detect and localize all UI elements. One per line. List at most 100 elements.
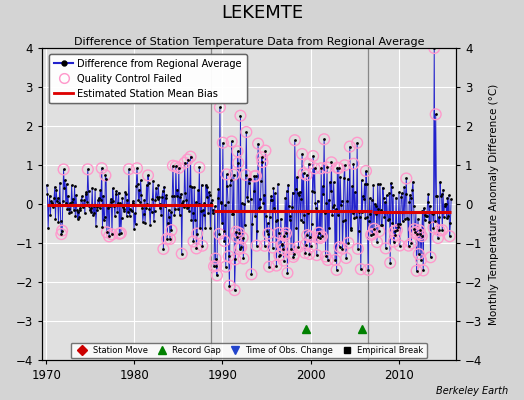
Point — [409, 179, 417, 185]
Point — [438, 227, 446, 233]
Point — [123, 213, 131, 220]
Point — [394, 221, 402, 227]
Point — [124, 208, 133, 215]
Point — [277, 216, 285, 222]
Point — [416, 227, 424, 234]
Point — [273, 217, 281, 224]
Point — [209, 210, 217, 216]
Point — [221, 202, 229, 208]
Point — [110, 202, 118, 209]
Point — [108, 231, 116, 238]
Point — [81, 210, 89, 216]
Point — [343, 176, 352, 182]
Point — [53, 198, 61, 204]
Point — [264, 230, 272, 237]
Point — [48, 200, 56, 206]
Point — [381, 245, 390, 252]
Point — [205, 191, 214, 198]
Point — [187, 217, 195, 223]
Point — [66, 210, 74, 216]
Point — [187, 154, 195, 160]
Point — [405, 242, 413, 249]
Point — [146, 222, 155, 228]
Point — [228, 211, 236, 217]
Point — [205, 189, 213, 195]
Point — [101, 172, 110, 178]
Point — [410, 226, 419, 232]
Point — [191, 199, 200, 206]
Point — [167, 227, 176, 233]
Point — [343, 198, 351, 204]
Point — [298, 151, 307, 157]
Point — [48, 202, 57, 208]
Point — [418, 233, 426, 239]
Point — [163, 236, 171, 242]
Point — [233, 148, 242, 155]
Point — [54, 218, 63, 225]
Point — [75, 205, 84, 211]
Point — [183, 156, 192, 163]
Point — [318, 233, 326, 240]
Point — [95, 195, 103, 201]
Point — [91, 186, 100, 192]
Point — [179, 198, 188, 204]
Point — [269, 244, 277, 251]
Point — [365, 218, 373, 224]
Point — [203, 184, 212, 190]
Point — [258, 154, 266, 160]
Point — [139, 218, 147, 225]
Point — [177, 190, 185, 197]
Point — [385, 216, 393, 222]
Point — [396, 221, 405, 227]
Point — [318, 233, 326, 240]
Point — [198, 242, 206, 249]
Point — [226, 182, 234, 188]
Point — [340, 174, 348, 181]
Point — [288, 204, 296, 210]
Point — [255, 205, 263, 212]
Point — [302, 172, 311, 178]
Point — [64, 206, 73, 212]
Point — [341, 217, 350, 223]
Point — [96, 187, 104, 193]
Point — [139, 211, 148, 218]
Point — [331, 257, 340, 263]
Point — [435, 227, 443, 234]
Point — [57, 231, 66, 237]
Point — [411, 229, 419, 236]
Point — [410, 226, 419, 232]
Point — [219, 140, 227, 146]
Point — [320, 136, 329, 142]
Point — [247, 196, 255, 203]
Point — [304, 161, 313, 167]
Point — [313, 197, 322, 204]
Point — [132, 183, 140, 190]
Point — [256, 204, 265, 210]
Point — [324, 257, 332, 263]
Point — [238, 200, 246, 206]
Point — [442, 201, 450, 207]
Point — [418, 208, 427, 214]
Point — [379, 195, 388, 202]
Point — [232, 228, 240, 235]
Point — [201, 224, 210, 231]
Point — [176, 194, 184, 200]
Point — [233, 234, 241, 240]
Point — [375, 228, 384, 234]
Point — [390, 238, 398, 245]
Point — [45, 202, 53, 208]
Point — [144, 172, 152, 178]
Point — [211, 255, 220, 262]
Point — [401, 216, 409, 222]
Point — [230, 172, 238, 178]
Point — [71, 212, 80, 219]
Point — [199, 207, 207, 214]
Point — [367, 232, 375, 238]
Point — [171, 206, 179, 212]
Point — [279, 246, 287, 252]
Point — [152, 194, 161, 200]
Point — [59, 198, 67, 204]
Point — [268, 196, 276, 203]
Point — [220, 238, 228, 244]
Point — [219, 140, 227, 146]
